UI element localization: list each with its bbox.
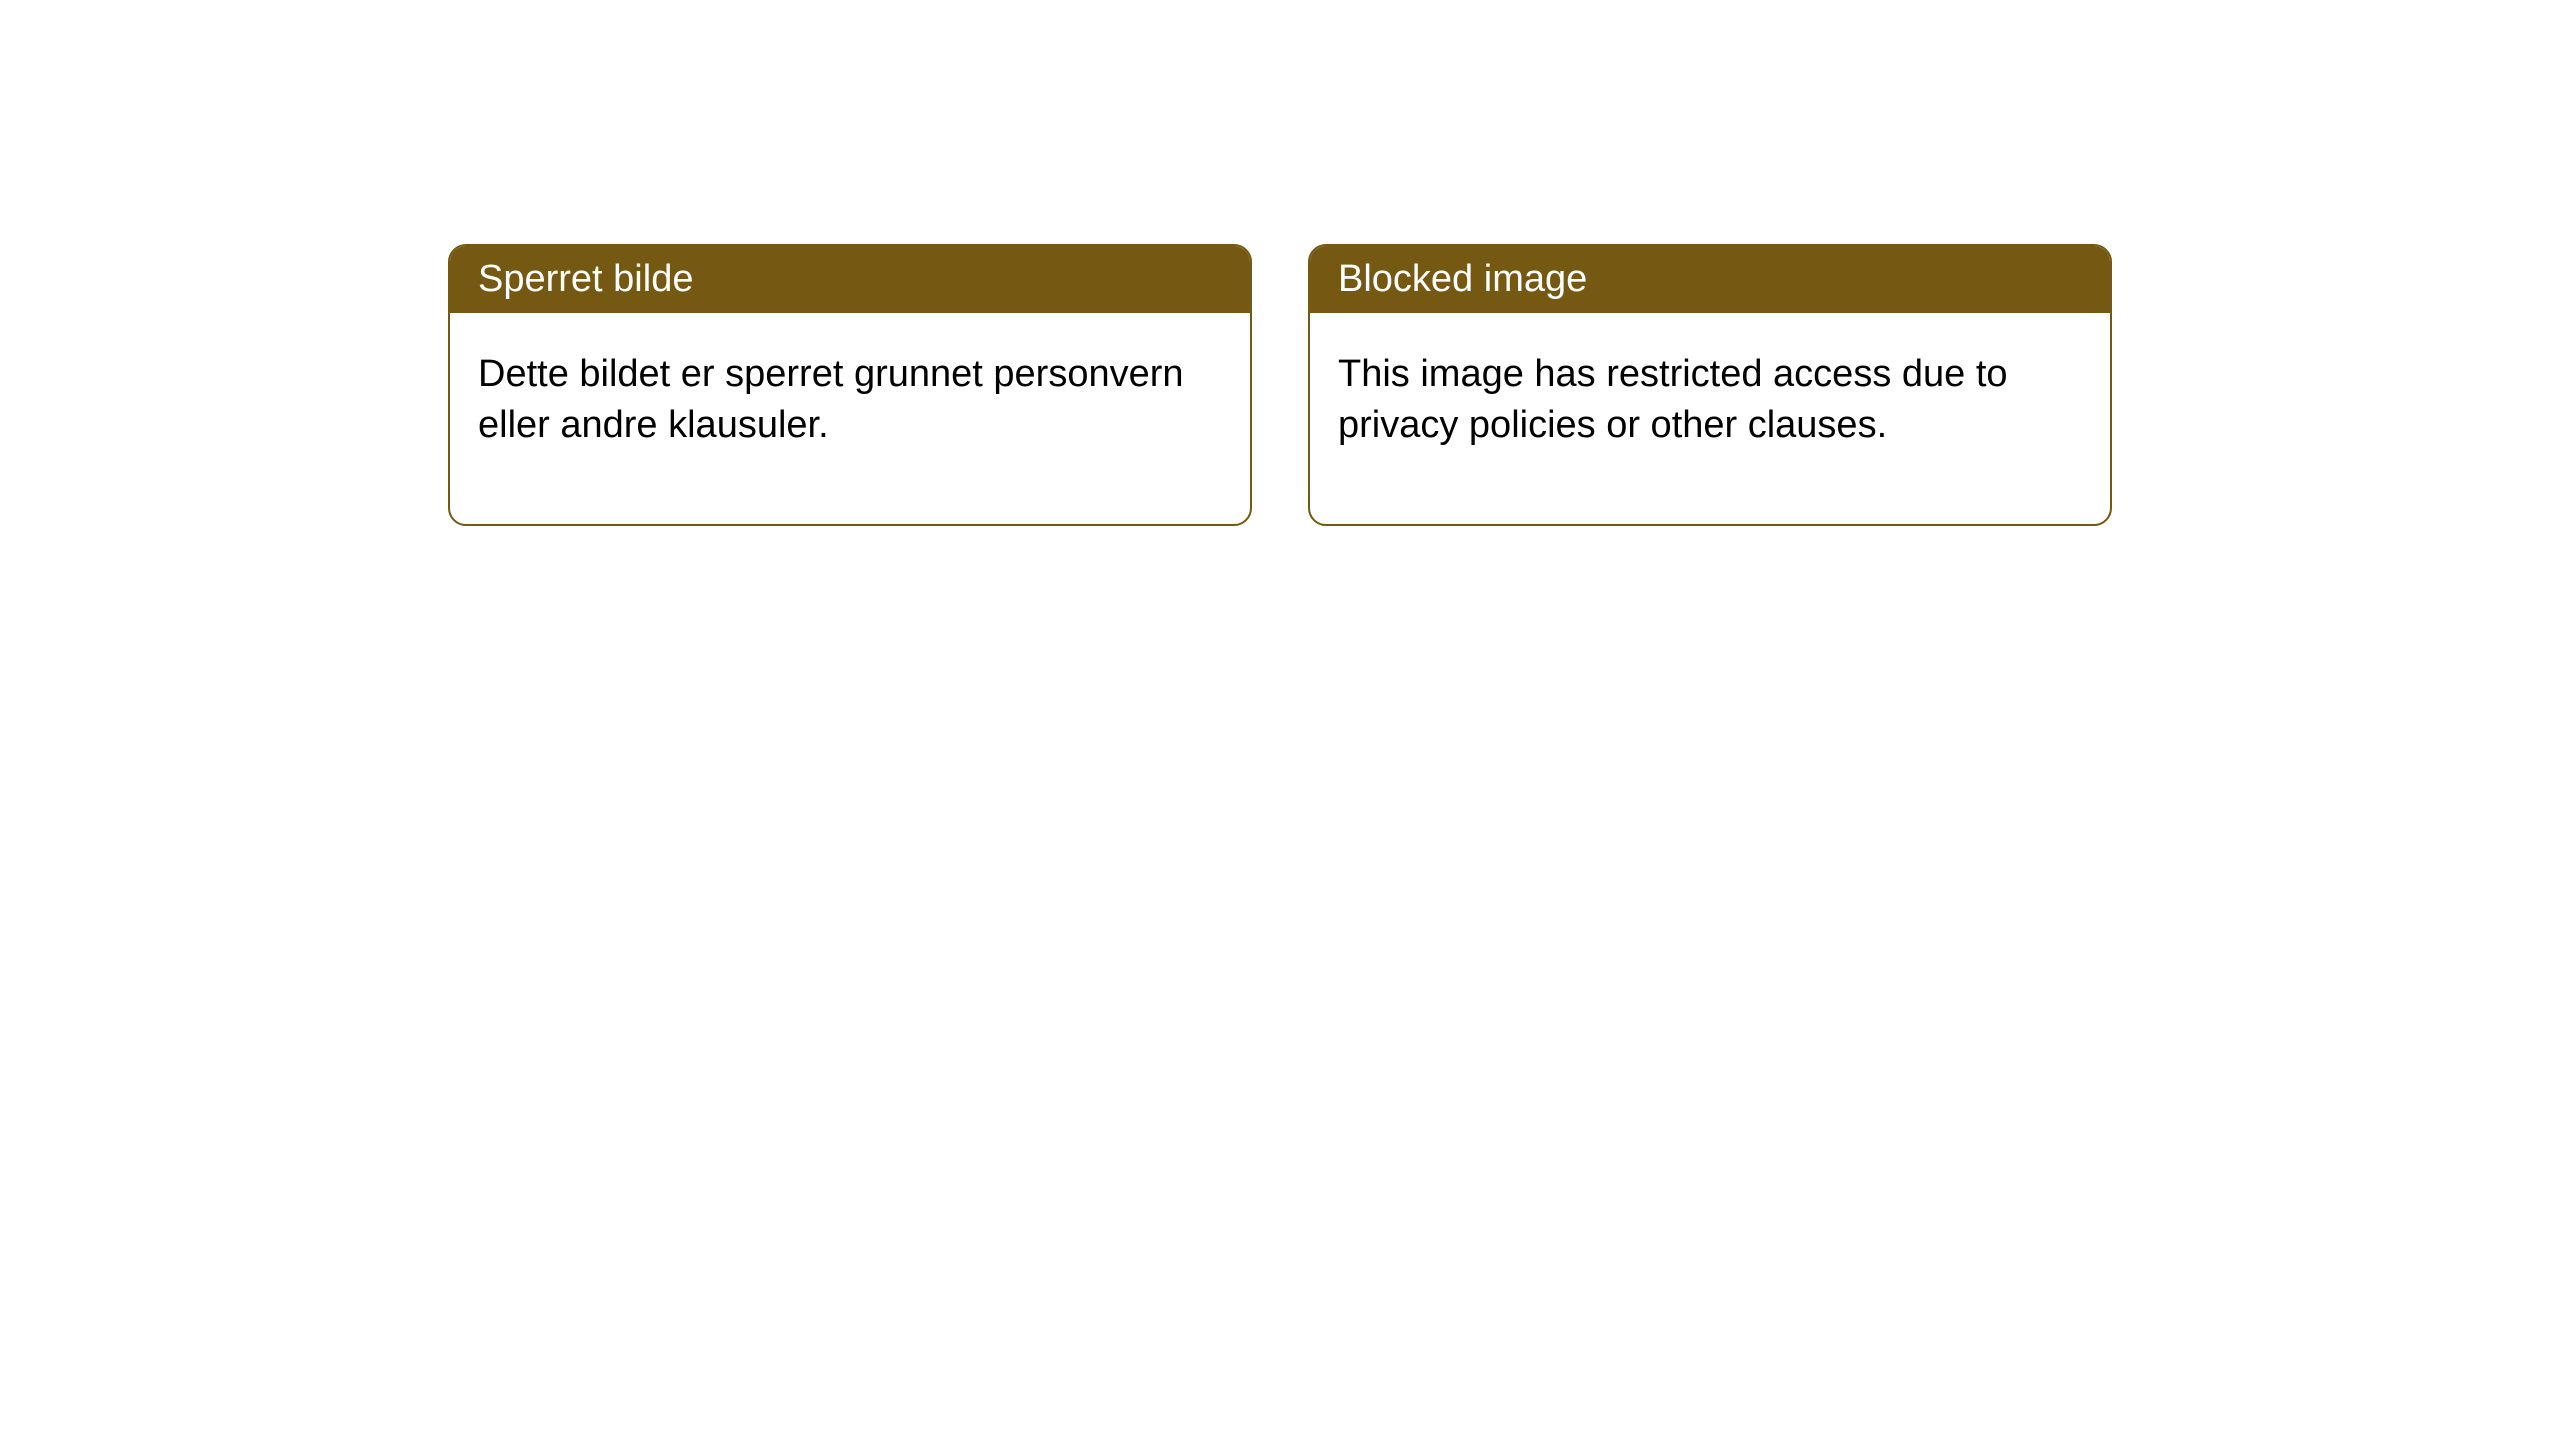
notice-header: Blocked image (1310, 246, 2110, 313)
notice-card-english: Blocked image This image has restricted … (1308, 244, 2112, 526)
notice-header: Sperret bilde (450, 246, 1250, 313)
notice-body: This image has restricted access due to … (1310, 313, 2110, 524)
notice-container: Sperret bilde Dette bildet er sperret gr… (0, 0, 2560, 526)
notice-body: Dette bildet er sperret grunnet personve… (450, 313, 1250, 524)
notice-card-norwegian: Sperret bilde Dette bildet er sperret gr… (448, 244, 1252, 526)
